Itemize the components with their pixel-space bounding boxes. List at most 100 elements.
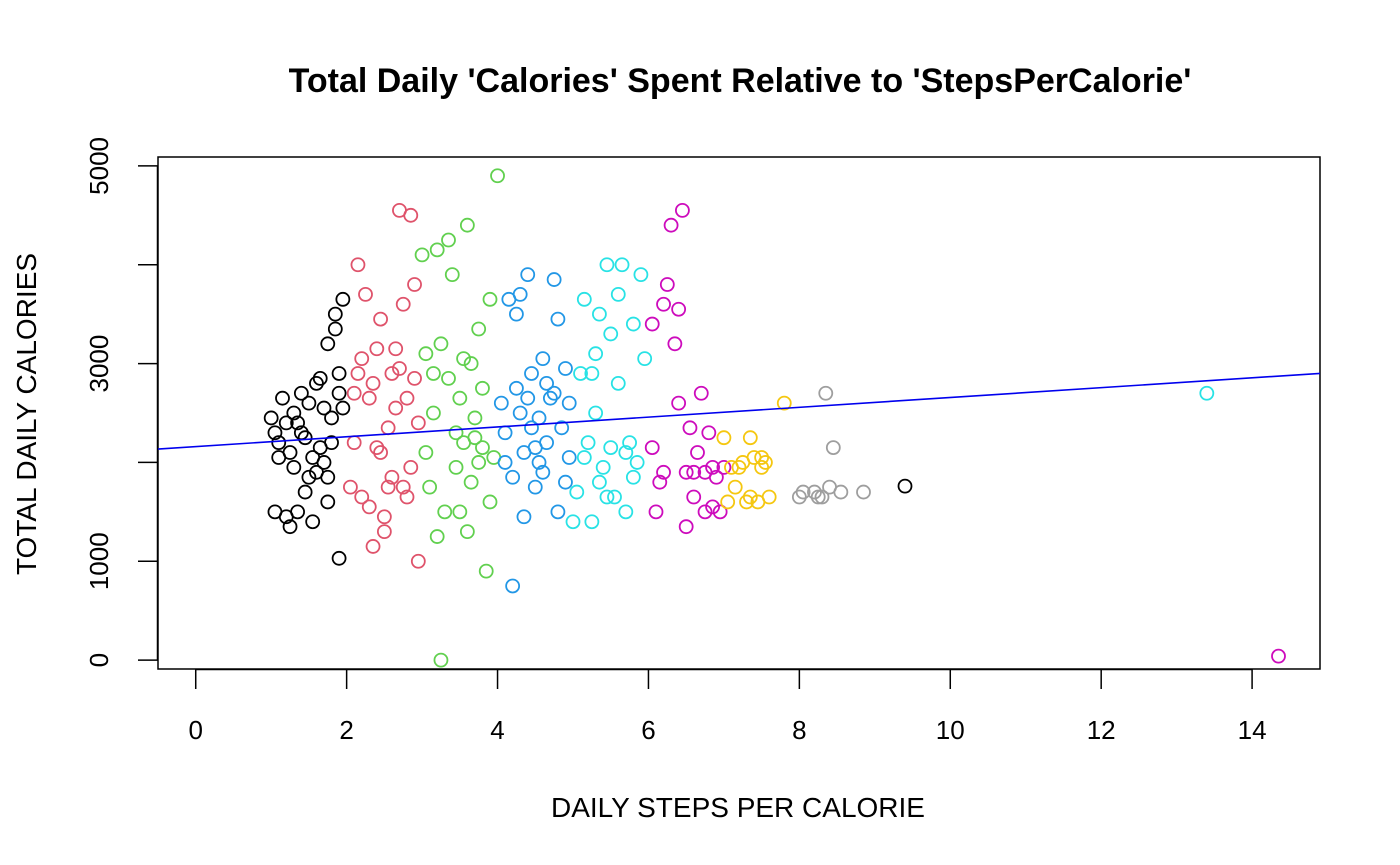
- data-point: [761, 489, 777, 505]
- data-point: [595, 459, 611, 475]
- data-point: [512, 405, 528, 421]
- data-point: [384, 469, 400, 485]
- data-point: [316, 400, 332, 416]
- data-point: [1199, 385, 1215, 401]
- data-point: [418, 346, 434, 362]
- data-point: [429, 242, 445, 258]
- data-point: [516, 509, 532, 525]
- x-tick-label: 0: [188, 715, 202, 745]
- data-point: [271, 435, 287, 451]
- data-point: [667, 336, 683, 352]
- data-point: [603, 326, 619, 342]
- data-point: [278, 509, 294, 525]
- data-point: [335, 291, 351, 307]
- x-tick-label: 10: [936, 715, 965, 745]
- data-point: [554, 420, 570, 436]
- x-axis: 0 2 4 6 8 10 12 14: [188, 668, 1267, 745]
- data-point: [395, 479, 411, 495]
- data-point: [331, 366, 347, 381]
- data-point: [584, 514, 600, 530]
- data-point: [561, 395, 577, 411]
- data-point: [573, 366, 588, 381]
- data-point: [471, 321, 487, 337]
- data-point: [697, 504, 713, 520]
- data-point: [535, 351, 551, 367]
- data-point: [576, 450, 592, 465]
- data-point: [558, 474, 573, 490]
- data-point: [712, 504, 728, 520]
- data-point: [686, 464, 702, 480]
- data-point: [520, 267, 536, 283]
- data-point: [482, 291, 498, 307]
- y-axis-title: TOTAL DAILY CALORIES: [11, 253, 42, 575]
- data-point: [625, 316, 641, 332]
- data-point: [682, 420, 698, 436]
- data-point: [324, 410, 339, 426]
- data-point: [1271, 648, 1286, 664]
- data-point: [742, 430, 758, 446]
- data-point: [312, 371, 328, 386]
- data-point: [320, 336, 336, 352]
- y-axis: 0 1000 3000 5000: [84, 137, 159, 667]
- data-point: [497, 455, 513, 470]
- data-point: [418, 445, 434, 460]
- data-point: [429, 529, 445, 544]
- data-point: [290, 415, 305, 431]
- data-point: [671, 395, 687, 411]
- data-point: [716, 430, 732, 446]
- data-point: [297, 484, 313, 500]
- data-point: [482, 494, 498, 510]
- data-point: [335, 400, 351, 416]
- data-point: [346, 435, 362, 451]
- data-point: [490, 168, 505, 184]
- data-point: [282, 445, 298, 460]
- data-point: [410, 553, 426, 569]
- data-point: [403, 459, 419, 475]
- data-point: [475, 380, 490, 396]
- data-point: [467, 410, 483, 426]
- data-point: [331, 385, 347, 401]
- data-point: [656, 464, 671, 480]
- data-point: [301, 469, 317, 485]
- data-point: [346, 385, 362, 401]
- data-point: [742, 489, 758, 505]
- x-tick-label: 6: [641, 715, 655, 745]
- data-point: [550, 311, 566, 327]
- data-point: [705, 499, 720, 515]
- data-point: [365, 375, 381, 391]
- data-point: [550, 504, 566, 520]
- data-point: [369, 341, 385, 357]
- data-point: [505, 578, 521, 594]
- data-point: [392, 361, 407, 376]
- data-point: [463, 356, 479, 371]
- x-tick-label: 2: [339, 715, 353, 745]
- data-point: [512, 286, 528, 302]
- x-tick-label: 14: [1238, 715, 1267, 745]
- data-point: [897, 478, 913, 494]
- data-point: [705, 459, 720, 475]
- data-point: [584, 366, 600, 381]
- data-point: [675, 202, 690, 218]
- data-point: [580, 435, 596, 451]
- data-point: [407, 277, 422, 292]
- data-point: [618, 445, 634, 460]
- data-point: [833, 484, 849, 500]
- data-point: [388, 400, 404, 416]
- x-axis-title: DAILY STEPS PER CALORIE: [551, 792, 925, 823]
- data-point: [603, 440, 619, 455]
- data-point: [493, 395, 509, 411]
- data-point: [727, 479, 743, 495]
- data-point: [546, 272, 562, 287]
- y-tick-label: 3000: [84, 335, 114, 393]
- data-point: [588, 346, 604, 362]
- data-point: [546, 385, 562, 401]
- data-point: [441, 371, 456, 386]
- data-point: [592, 306, 607, 322]
- data-point: [697, 464, 713, 480]
- data-point: [448, 425, 464, 441]
- data-point: [282, 519, 298, 535]
- data-point: [327, 306, 343, 322]
- data-point: [663, 217, 679, 233]
- data-point: [509, 380, 524, 396]
- plot-frame: [157, 156, 1321, 670]
